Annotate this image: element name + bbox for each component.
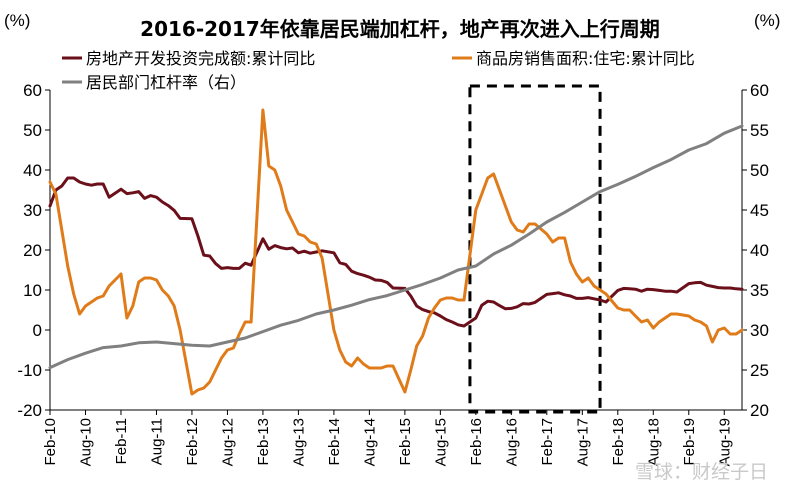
x-tick-label: Feb-13 — [255, 418, 272, 466]
right-y-tick-label: 50 — [750, 161, 769, 180]
left-axis-unit: (%) — [4, 11, 30, 30]
x-tick-label: Aug-11 — [148, 418, 165, 465]
highlight-box — [468, 84, 602, 414]
right-y-tick-label: 55 — [750, 121, 769, 140]
x-tick-label: Feb-19 — [681, 418, 698, 466]
x-tick-label: Feb-18 — [610, 418, 627, 466]
left-y-tick-label: 0 — [33, 321, 42, 340]
right-y-tick-label: 25 — [750, 361, 769, 380]
x-tick-label: Aug-19 — [716, 418, 733, 466]
right-y-tick-label: 20 — [750, 401, 769, 420]
highlight-box-layer — [468, 84, 602, 414]
x-tick-label: Feb-14 — [326, 418, 343, 466]
x-tick-label: Aug-17 — [574, 418, 591, 466]
x-tick-label: Aug-18 — [645, 418, 662, 466]
right-y-tick-label: 40 — [750, 241, 769, 260]
x-tick-label: Aug-12 — [219, 418, 236, 466]
series-line-investment — [48, 176, 744, 328]
left-y-tick-label: 50 — [23, 121, 42, 140]
right-y-tick-label: 60 — [750, 81, 769, 100]
x-tick-label: Feb-12 — [184, 418, 201, 466]
series-line-leverage — [48, 124, 744, 370]
x-tick-label: Feb-17 — [539, 418, 556, 466]
left-y-tick-label: 10 — [23, 281, 42, 300]
series-line-sales-area — [48, 108, 744, 396]
right-axis-unit: (%) — [754, 11, 780, 30]
left-y-tick-label: 60 — [23, 81, 42, 100]
left-y-tick-label: 40 — [23, 161, 42, 180]
x-tick-label: Aug-16 — [503, 418, 520, 466]
right-y-tick-label: 30 — [750, 321, 769, 340]
x-tick-label: Feb-10 — [42, 418, 59, 466]
legend-label-investment: 房地产开发投资完成额:累计同比 — [86, 49, 315, 68]
x-tick-label: Aug-14 — [361, 418, 378, 466]
chart-title: 2016-2017年依靠居民端加杠杆，地产再次进入上行周期 — [140, 17, 660, 41]
series-layer — [48, 108, 744, 396]
watermark: 雪球：财经子日 — [635, 461, 768, 483]
legend-label-sales-area: 商品房销售面积:住宅:累计同比 — [476, 49, 695, 68]
axes: 60 50 40 30 20 10 0 -10 -20 60 55 50 45 40 35 30 25 20 Feb… — [17, 81, 769, 466]
left-y-tick-label: -10 — [17, 361, 42, 380]
x-tick-label: Aug-15 — [432, 418, 449, 466]
left-y-tick-label: -20 — [17, 401, 42, 420]
right-y-tick-label: 45 — [750, 201, 769, 220]
legend-label-leverage: 居民部门杠杆率（右） — [86, 73, 246, 92]
x-tick-label: Feb-16 — [468, 418, 485, 466]
x-tick-label: Feb-15 — [397, 418, 414, 466]
left-y-tick-label: 30 — [23, 201, 42, 220]
right-y-tick-label: 35 — [750, 281, 769, 300]
x-tick-label: Feb-11 — [113, 418, 130, 464]
left-y-tick-label: 20 — [23, 241, 42, 260]
x-tick-label: Aug-10 — [77, 418, 94, 466]
legend: 房地产开发投资完成额:累计同比 商品房销售面积:住宅:累计同比 居民部门杠杆率（… — [62, 49, 695, 92]
x-tick-label: Aug-13 — [290, 418, 307, 466]
